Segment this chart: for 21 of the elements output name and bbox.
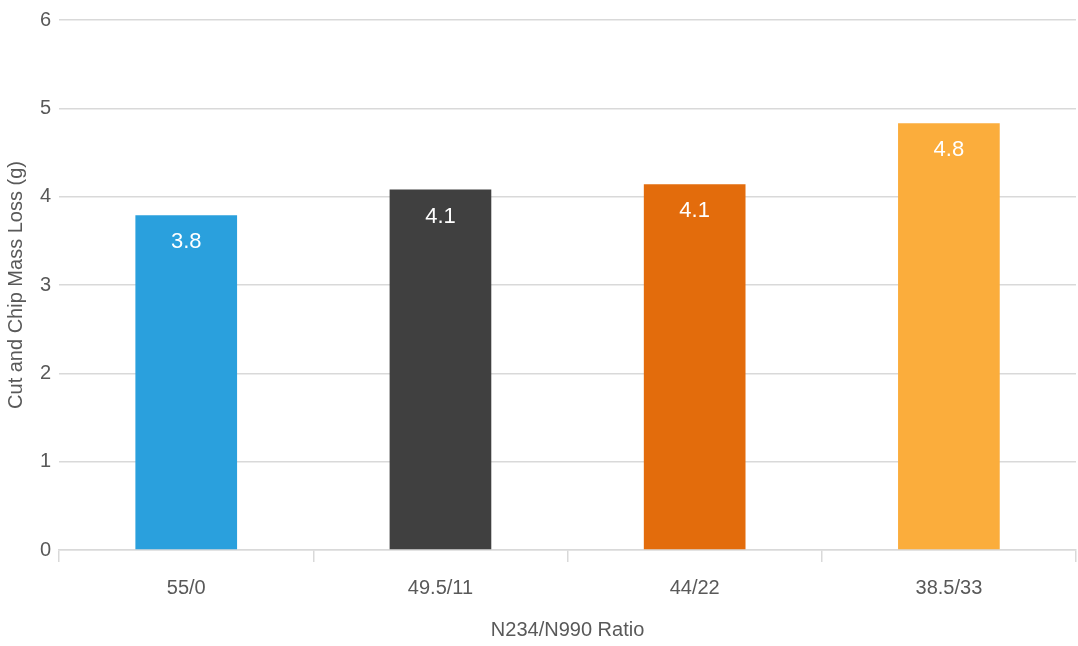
- bar: [389, 189, 492, 550]
- data-label: 4.8: [933, 136, 965, 162]
- x-tick-label: 49.5/11: [407, 575, 474, 598]
- x-tick-label: 38.5/33: [915, 575, 983, 598]
- data-label: 3.8: [170, 228, 202, 254]
- y-tick-label: 5: [40, 95, 52, 118]
- bar: [898, 123, 1000, 550]
- y-tick-label: 0: [40, 537, 52, 560]
- y-tick-label: 6: [40, 7, 52, 30]
- data-label: 4.1: [425, 202, 456, 228]
- bar: [135, 215, 238, 550]
- x-axis-title: N234/N990 Ratio: [490, 617, 645, 640]
- x-tick-label: 44/22: [669, 575, 720, 598]
- y-tick-label: 1: [40, 449, 52, 472]
- x-tick-label: 55/0: [166, 575, 206, 598]
- y-tick-label: 4: [40, 184, 52, 207]
- data-label: 4.1: [679, 197, 710, 223]
- y-tick-label: 3: [40, 272, 52, 295]
- y-tick-label: 2: [40, 360, 52, 383]
- bar: [643, 184, 746, 550]
- y-axis-title: Cut and Chip Mass Loss (g): [3, 161, 26, 409]
